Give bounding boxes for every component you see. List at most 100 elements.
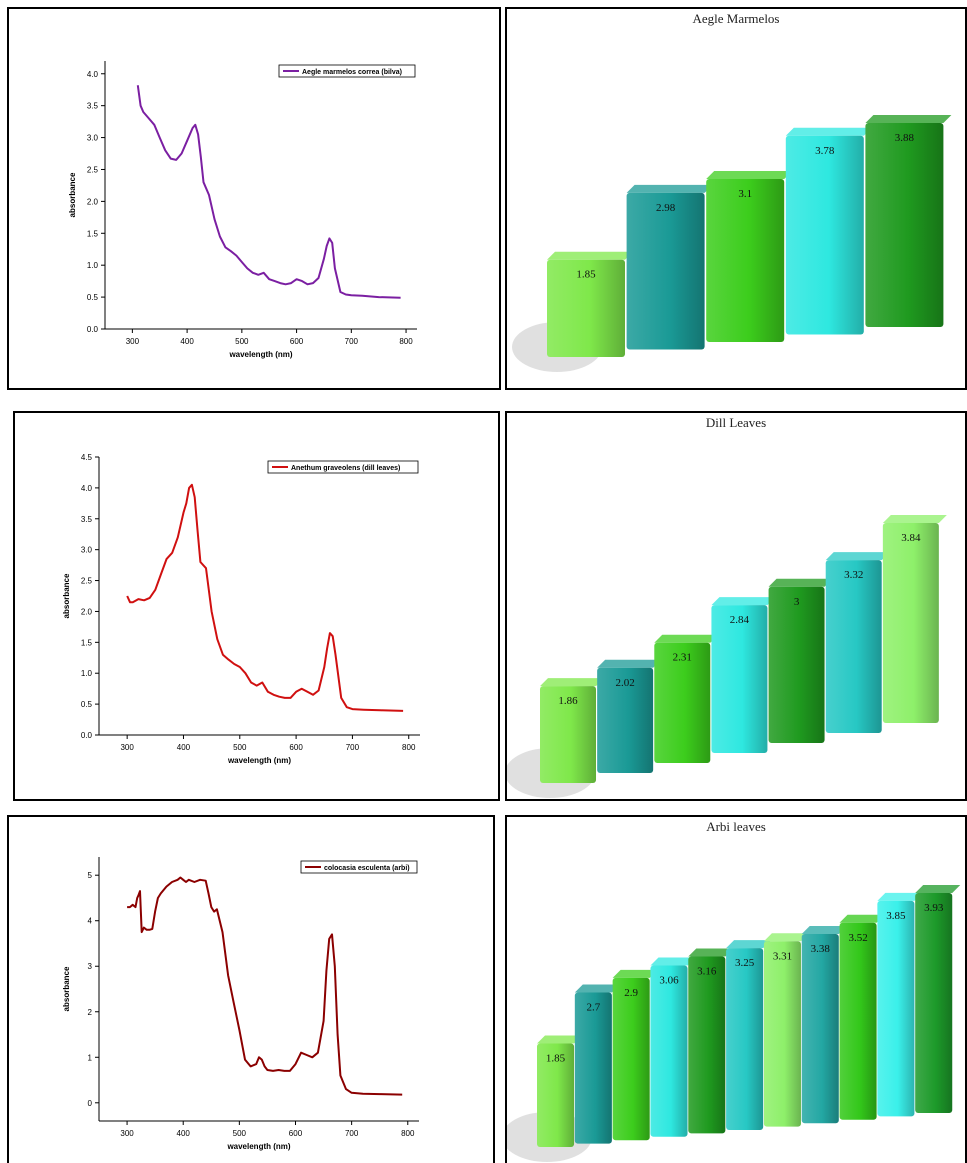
bar-value-label: 3.25 — [735, 957, 755, 969]
bar-value-label: 3.38 — [811, 943, 831, 955]
plot-area: 300 400 500 600 700 800 0.0 0.5 1.0 1.5 2.0 2.5 3.0 3… — [68, 61, 417, 359]
bar-group: 1.85 2.98 3.1 3.78 3.88 — [512, 115, 952, 372]
bar — [768, 586, 825, 743]
bar — [877, 900, 915, 1117]
bar — [825, 560, 882, 733]
bar-top — [597, 659, 662, 668]
y-tick-label: 2.0 — [87, 197, 99, 206]
x-tick-label: 500 — [233, 743, 247, 752]
bar — [654, 642, 711, 763]
line-chart-arbi: 300 400 500 600 700 800 0 1 2 3 4 5 wavelength (nm) a… — [62, 857, 419, 1151]
x-tick-label: 400 — [177, 743, 191, 752]
y-tick-label: 0 — [88, 1099, 93, 1108]
y-tick-label: 3.5 — [81, 515, 93, 524]
legend-label: Aegle marmelos correa (bilva) — [302, 69, 402, 76]
x-tick-label: 500 — [233, 1129, 247, 1138]
bar-value-label: 2.02 — [616, 677, 635, 689]
x-axis-label: wavelength (nm) — [226, 1142, 290, 1151]
bar — [785, 135, 864, 335]
bar-top — [882, 515, 947, 523]
bar-value-label: 3 — [794, 596, 800, 608]
bar-chart-aegle: 1.85 2.98 3.1 3.78 3.88 — [512, 115, 952, 372]
legend-box — [267, 460, 419, 474]
y-tick-label: 4.5 — [81, 453, 93, 462]
bar-chart-arbi-panel: Arbi leaves 1.85 2.7 2.9 3.06 3.16 3.25 3.31 3.… — [505, 815, 967, 1163]
y-tick-label: 1 — [88, 1053, 93, 1062]
line-chart-dill: 300 400 500 600 700 800 0.0 0.5 1.0 1.5 2.0 2.5 3.0 3… — [62, 453, 420, 765]
bar-value-label: 3.06 — [659, 975, 679, 987]
legend-box — [300, 860, 418, 874]
bar — [612, 977, 650, 1141]
bar-value-label: 2.31 — [673, 652, 692, 664]
y-tick-label: 3.0 — [81, 546, 93, 555]
line-chart-aegle: 300 400 500 600 700 800 0.0 0.5 1.0 1.5 2.0 2.5 3.0 3… — [68, 61, 417, 359]
series-line — [126, 483, 404, 712]
bar-top — [537, 1035, 583, 1044]
x-tick-label: 700 — [345, 1129, 359, 1138]
bar-value-label: 3.16 — [697, 966, 717, 978]
bar-value-label: 3.52 — [848, 932, 867, 944]
bar-value-label: 3.93 — [924, 902, 944, 914]
bar — [915, 893, 953, 1113]
bar — [801, 933, 839, 1124]
bar-chart-title: Aegle Marmelos — [692, 11, 780, 26]
x-tick-label: 500 — [235, 337, 249, 346]
bar-value-label: 2.84 — [730, 614, 750, 626]
bar-top — [839, 914, 885, 923]
bar-top — [706, 171, 793, 180]
y-tick-label: 1.5 — [81, 638, 93, 647]
bar-top — [650, 957, 696, 966]
y-tick-label: 0.5 — [81, 700, 93, 709]
x-tick-label: 400 — [180, 337, 194, 346]
line-chart-dill-panel: 300 400 500 600 700 800 0.0 0.5 1.0 1.5 2.0 2.5 3.0 3… — [13, 411, 500, 801]
bar-chart-dill: 1.86 2.02 2.31 2.84 3 3.32 3.84 — [507, 515, 947, 798]
x-tick-label: 700 — [345, 337, 359, 346]
x-tick-label: 300 — [120, 1129, 134, 1138]
bar-top — [825, 552, 890, 561]
bar — [865, 123, 944, 327]
x-tick-label: 600 — [289, 743, 303, 752]
x-axis-label: wavelength (nm) — [228, 350, 292, 359]
x-tick-label: 300 — [120, 743, 134, 752]
bar-top — [626, 184, 713, 193]
y-tick-label: 4.0 — [87, 70, 99, 79]
bar-value-label: 2.9 — [624, 987, 638, 999]
bar-group: 1.85 2.7 2.9 3.06 3.16 3.25 3.31 3.38 3.52 3.85 3.… — [507, 885, 961, 1162]
bar-chart-aegle-panel: Aegle Marmelos 1.85 2.98 3.1 3.78 3.88 — [505, 7, 967, 390]
y-tick-label: 1.0 — [81, 669, 93, 678]
bar-top — [726, 940, 772, 949]
y-tick-label: 0.5 — [87, 293, 99, 302]
bar-top — [711, 597, 776, 606]
bar — [650, 965, 688, 1137]
y-tick-label: 1.5 — [87, 229, 99, 238]
legend-label: Anethum graveolens (dill leaves) — [291, 465, 400, 472]
y-axis-label: absorbance — [68, 172, 77, 217]
bar — [763, 941, 801, 1127]
x-tick-label: 700 — [346, 743, 360, 752]
bar-value-label: 2.7 — [586, 1001, 600, 1013]
bar-value-label: 3.85 — [886, 910, 906, 922]
bar-value-label: 3.1 — [738, 188, 752, 200]
y-tick-label: 1.0 — [87, 261, 99, 270]
bar — [574, 992, 612, 1144]
y-tick-label: 0.0 — [87, 325, 99, 334]
bar-chart-arbi: 1.85 2.7 2.9 3.06 3.16 3.25 3.31 3.38 3.52 3.85 3.… — [507, 885, 961, 1162]
bar — [711, 605, 768, 753]
y-tick-label: 3.0 — [87, 134, 99, 143]
bar — [597, 667, 654, 773]
x-tick-label: 800 — [401, 1129, 415, 1138]
series-line — [136, 85, 401, 299]
bar-top — [654, 634, 719, 643]
bar-value-label: 3.84 — [901, 532, 921, 544]
legend-label: colocasia esculenta (arbi) — [324, 865, 410, 872]
bar-value-label: 2.98 — [656, 202, 676, 214]
y-tick-label: 2.5 — [87, 165, 99, 174]
x-tick-label: 600 — [289, 1129, 303, 1138]
plot-area: 300 400 500 600 700 800 0 1 2 3 4 5 wavelength (nm) a… — [62, 857, 419, 1151]
x-tick-label: 300 — [126, 337, 140, 346]
legend-box — [278, 64, 416, 78]
bar-top — [688, 948, 734, 957]
y-axis-label: absorbance — [62, 966, 71, 1011]
bar-top — [612, 969, 658, 978]
bar — [706, 179, 785, 342]
